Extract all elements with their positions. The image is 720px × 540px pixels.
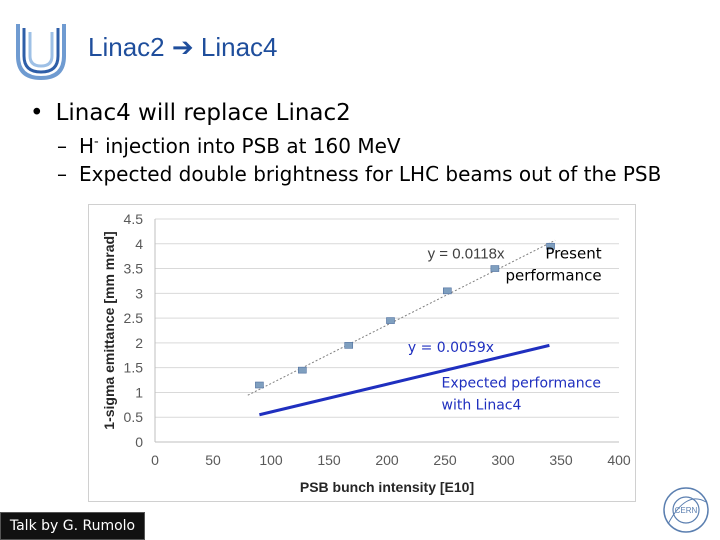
present-data-point bbox=[298, 366, 307, 374]
y-tick-label: 2.5 bbox=[124, 310, 144, 326]
sub1-sup: - bbox=[94, 134, 99, 150]
svg-text:CERN: CERN bbox=[675, 506, 698, 515]
x-tick-label: 100 bbox=[259, 452, 283, 468]
expected-label-line1: Expected performance bbox=[442, 375, 601, 391]
y-tick-label: 3 bbox=[135, 285, 143, 301]
y-tick-label: 0 bbox=[135, 434, 143, 450]
sub2-text: Expected double brightness for LHC beams… bbox=[79, 162, 662, 186]
y-tick-label: 3.5 bbox=[124, 261, 144, 277]
x-tick-label: 400 bbox=[607, 452, 631, 468]
x-tick-label: 200 bbox=[375, 452, 399, 468]
y-tick-label: 1.5 bbox=[124, 360, 144, 376]
present-data-point bbox=[546, 242, 555, 250]
x-tick-label: 250 bbox=[433, 452, 457, 468]
present-data-point bbox=[443, 287, 452, 295]
title-left: Linac2 bbox=[88, 32, 165, 62]
sub-bullet-1: – H- injection into PSB at 160 MeV bbox=[57, 134, 401, 158]
present-fit-equation: y = 0.0118x bbox=[428, 246, 505, 263]
dash-icon: – bbox=[57, 134, 67, 158]
expected-line bbox=[259, 343, 550, 417]
x-tick-label: 300 bbox=[491, 452, 515, 468]
x-tick-label: 150 bbox=[317, 452, 341, 468]
x-tick-label: 50 bbox=[205, 452, 221, 468]
title-right: Linac4 bbox=[200, 32, 278, 62]
main-bullet-text: Linac4 will replace Linac2 bbox=[55, 100, 351, 126]
expected-label-line2: with Linac4 bbox=[442, 397, 522, 413]
x-axis-title: PSB bunch intensity [E10] bbox=[300, 479, 474, 495]
sub1-pre: H bbox=[79, 134, 95, 158]
y-tick-label: 1 bbox=[135, 384, 143, 400]
sub-bullet-2: – Expected double brightness for LHC beam… bbox=[57, 162, 661, 186]
present-data-point bbox=[344, 342, 354, 349]
chart-svg: 0 0.5 1 1.5 2 2.5 3 3.5 4 4.5 0 50 100 150 200 250 300 35… bbox=[101, 211, 631, 495]
y-tick-label: 4 bbox=[135, 236, 143, 252]
y-tick-label: 0.5 bbox=[124, 409, 144, 425]
y-tick-label: 2 bbox=[135, 335, 143, 351]
dash-icon: – bbox=[57, 162, 67, 186]
x-tick-label: 0 bbox=[151, 452, 159, 468]
slide-title: Linac2 ➔ Linac4 bbox=[88, 32, 278, 63]
present-data-point bbox=[255, 381, 264, 389]
expected-fit-equation: y = 0.0059x bbox=[408, 340, 494, 356]
bullet-icon: • bbox=[30, 100, 44, 126]
arrow-right-icon: ➔ bbox=[171, 32, 194, 62]
x-tick-label: 350 bbox=[549, 452, 573, 468]
footer-credit: Talk by G. Rumolo bbox=[0, 512, 145, 540]
u-logo-icon bbox=[16, 24, 66, 81]
present-data-point bbox=[490, 265, 500, 272]
y-tick-label: 4.5 bbox=[124, 211, 144, 227]
y-axis-title: 1-sigma emittance [mm mrad] bbox=[101, 231, 117, 429]
sub1-post: injection into PSB at 160 MeV bbox=[98, 134, 401, 158]
cern-logo-icon: CERN bbox=[663, 487, 709, 533]
main-bullet: • Linac4 will replace Linac2 bbox=[30, 100, 351, 126]
present-label-line1: Present bbox=[545, 245, 601, 263]
present-label-line2: performance bbox=[506, 267, 602, 285]
present-data-point bbox=[386, 317, 395, 324]
emittance-chart: 0 0.5 1 1.5 2 2.5 3 3.5 4 4.5 0 50 100 150 200 250 300 35… bbox=[88, 204, 636, 502]
